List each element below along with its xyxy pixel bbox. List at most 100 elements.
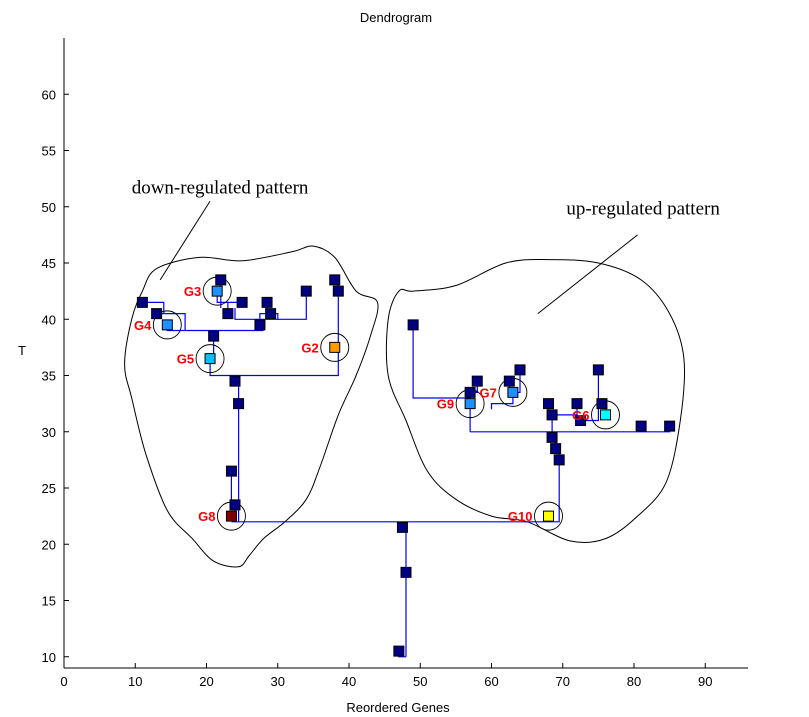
gene-node: [329, 274, 341, 286]
gene-node: [222, 308, 234, 320]
gene-node: [546, 409, 558, 421]
gene-node: [393, 645, 405, 657]
gene-node: [204, 353, 216, 365]
gene-node: [664, 420, 676, 432]
dendrogram-link: [547, 403, 578, 416]
gene-node: [635, 420, 647, 432]
chart-title: Dendrogram: [360, 10, 432, 25]
gene-node: [543, 510, 554, 522]
plot-area: G3 G4 G5 G2 G8 G9 G7 G6 G10 down-regulated patter…: [124, 177, 720, 658]
gene-node: [225, 510, 237, 522]
gene-label-g2: G2: [301, 340, 318, 355]
y-tick-label: 30: [42, 425, 56, 440]
gene-node: [161, 319, 173, 331]
gene-label-g4: G4: [134, 318, 152, 333]
gene-node: [464, 398, 476, 410]
y-axis: 10 15 20 25 30 35 40 45 50 55 60: [42, 38, 69, 668]
annotation-pointer-2: [537, 234, 638, 315]
gene-node: [225, 465, 237, 477]
gene-node: [300, 285, 312, 297]
gene-node: [553, 454, 565, 466]
dendrogram-link: [401, 521, 407, 657]
x-tick-label: 40: [342, 674, 356, 689]
gene-highlight-circle: [534, 501, 563, 531]
gene-label-g9: G9: [437, 397, 454, 412]
y-tick-label: 60: [42, 87, 56, 102]
cluster-outline-2: [385, 259, 686, 544]
gene-node: [229, 375, 241, 387]
y-axis-label: T: [18, 343, 26, 358]
gene-node: [151, 308, 163, 320]
x-tick-label: 20: [199, 674, 213, 689]
x-tick-label: 30: [271, 674, 285, 689]
x-tick-label: 70: [556, 674, 570, 689]
gene-node: [208, 330, 220, 342]
y-tick-label: 55: [42, 144, 56, 159]
gene-node: [571, 398, 583, 410]
gene-node: [550, 443, 562, 455]
gene-node: [236, 296, 248, 308]
gene-node: [471, 375, 483, 387]
gene-node: [514, 364, 526, 376]
dendrogram-link: [580, 369, 600, 422]
gene-node: [546, 431, 558, 443]
gene-node: [261, 296, 273, 308]
x-tick-label: 0: [60, 674, 67, 689]
dendrogram-link: [277, 291, 307, 320]
gene-label-g7: G7: [480, 385, 497, 400]
gene-node: [464, 386, 476, 398]
gene-node: [254, 319, 266, 331]
dendrogram-link: [142, 301, 165, 314]
dendrogram-link: [490, 392, 514, 410]
x-tick-label: 10: [128, 674, 142, 689]
gene-node: [507, 386, 519, 398]
gene-node: [575, 415, 587, 426]
dendrogram-link: [412, 324, 471, 399]
y-tick-label: 35: [42, 369, 56, 384]
x-axis: 0 10 20 30 40 50 60 70 80 90: [60, 663, 748, 689]
gene-node: [503, 375, 515, 387]
cluster-outline-1: [124, 245, 379, 568]
gene-node: [215, 274, 227, 286]
gene-node: [229, 499, 241, 511]
gene-highlight-circle: [152, 310, 182, 340]
y-tick-label: 15: [42, 594, 56, 609]
gene-node: [396, 521, 408, 533]
y-tick-label: 45: [42, 256, 56, 271]
x-axis-label: Reordered Genes: [346, 700, 450, 715]
gene-node: [407, 319, 419, 331]
x-tick-label: 90: [698, 674, 712, 689]
gene-label-g10: G10: [508, 509, 533, 524]
y-tick-label: 40: [42, 312, 56, 327]
y-tick-label: 20: [42, 537, 56, 552]
gene-node: [592, 364, 604, 376]
gene-node: [596, 398, 608, 410]
x-tick-label: 80: [627, 674, 641, 689]
gene-node: [265, 308, 277, 320]
gene-highlight-circle: [195, 344, 225, 374]
annotation-pointer-1: [159, 200, 211, 281]
pattern-annotation-1: down-regulated pattern: [132, 177, 309, 198]
gene-node: [329, 341, 341, 353]
dendrogram-link: [156, 313, 186, 331]
y-tick-label: 10: [42, 650, 56, 665]
gene-label-g6: G6: [572, 408, 589, 423]
gene-label-g3: G3: [184, 284, 201, 299]
x-tick-label: 50: [413, 674, 427, 689]
dendrogram-link: [209, 347, 339, 377]
gene-node: [600, 409, 611, 421]
gene-node: [543, 398, 554, 410]
gene-label-g5: G5: [177, 352, 194, 367]
gene-node: [211, 285, 223, 297]
gene-node: [136, 296, 148, 308]
y-tick-label: 50: [42, 200, 56, 215]
x-tick-label: 60: [484, 674, 498, 689]
gene-node: [400, 566, 412, 578]
gene-node: [233, 398, 245, 410]
gene-node: [332, 285, 344, 297]
gene-label-g8: G8: [198, 509, 215, 524]
gene-highlight-circle: [320, 332, 350, 362]
pattern-annotation-2: up-regulated pattern: [566, 199, 720, 220]
y-tick-label: 25: [42, 481, 56, 496]
